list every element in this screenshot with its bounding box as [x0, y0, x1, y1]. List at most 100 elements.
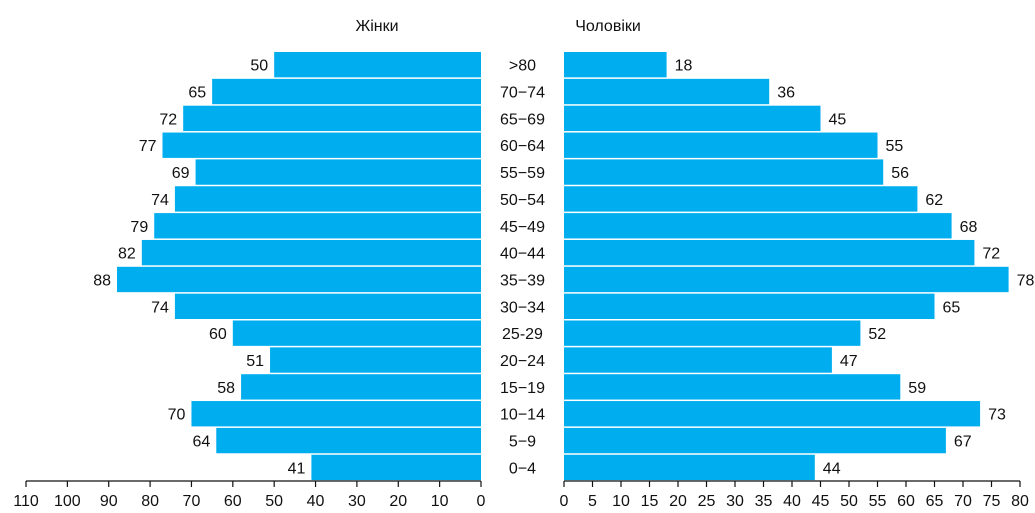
age-group-labels: >80 70−74 65−69 60−64 55−59 50−54 45−49 40−44 35… [500, 58, 545, 478]
age-group-label-0: >80 [509, 58, 536, 75]
value-label-female-6: 79 [130, 219, 148, 236]
bar-female-15 [311, 454, 481, 481]
female-tick-label-5: 60 [224, 493, 242, 510]
male-tick-label-5: 25 [698, 493, 716, 510]
male-tick-label-6: 30 [726, 493, 744, 510]
value-label-female-11: 51 [246, 353, 264, 370]
bar-male-0 [564, 52, 667, 78]
value-label-female-14: 64 [192, 434, 210, 451]
age-group-label-13: 10−14 [500, 407, 545, 424]
female-tick-label-0: 110 [13, 493, 39, 510]
female-tick-label-7: 40 [307, 493, 325, 510]
female-tick-label-6: 50 [265, 493, 283, 510]
age-group-label-4: 55−59 [500, 165, 545, 182]
age-group-label-12: 15−19 [500, 380, 545, 397]
bar-male-15 [564, 454, 815, 481]
age-group-label-10: 25-29 [502, 326, 543, 343]
bar-female-3 [162, 132, 481, 158]
bar-male-9 [564, 293, 935, 319]
age-group-label-15: 0−4 [509, 460, 536, 477]
value-label-male-11: 47 [840, 353, 858, 370]
bar-male-5 [564, 186, 918, 212]
bar-female-7 [141, 239, 481, 266]
female-tick-label-9: 20 [389, 493, 407, 510]
male-tick-label-10: 50 [840, 493, 858, 510]
male-tick-label-15: 75 [983, 493, 1001, 510]
female-tick-label-3: 80 [141, 493, 159, 510]
male-tick-label-14: 70 [954, 493, 972, 510]
value-label-male-1: 36 [777, 85, 795, 102]
bar-male-6 [564, 213, 952, 239]
bar-male-10 [564, 320, 861, 346]
value-label-female-1: 65 [188, 85, 206, 102]
value-label-male-5: 62 [925, 192, 943, 209]
male-tick-label-16: 80 [1011, 493, 1029, 510]
bar-female-6 [154, 213, 481, 239]
value-label-female-3: 77 [139, 138, 157, 155]
value-label-female-12: 58 [217, 380, 235, 397]
male-tick-label-0: 0 [560, 493, 569, 510]
bar-male-8 [564, 266, 1009, 293]
male-tick-label-4: 20 [669, 493, 687, 510]
value-label-female-10: 60 [209, 326, 227, 343]
bar-male-2 [564, 105, 821, 132]
value-label-female-5: 74 [151, 192, 169, 209]
female-tick-label-4: 70 [183, 493, 201, 510]
male-tick-label-7: 35 [755, 493, 773, 510]
male-tick-label-3: 15 [641, 493, 659, 510]
bar-male-14 [564, 427, 946, 454]
value-label-male-3: 55 [886, 138, 904, 155]
bar-female-14 [216, 427, 482, 454]
value-label-female-13: 70 [168, 407, 186, 424]
bar-female-5 [174, 186, 481, 212]
value-label-female-8: 88 [93, 272, 111, 289]
age-group-label-11: 20−24 [500, 353, 545, 370]
male-title: Чоловіки [575, 18, 641, 35]
female-tick-label-8: 30 [348, 493, 366, 510]
bar-female-8 [117, 266, 481, 293]
value-label-female-4: 69 [172, 165, 190, 182]
female-tick-label-1: 100 [54, 493, 81, 510]
male-tick-label-11: 55 [869, 493, 887, 510]
male-tick-label-2: 10 [612, 493, 630, 510]
value-label-male-14: 67 [954, 434, 972, 451]
value-label-male-6: 68 [960, 219, 978, 236]
male-tick-label-9: 45 [812, 493, 830, 510]
value-label-male-2: 45 [829, 111, 847, 128]
male-tick-label-1: 5 [588, 493, 597, 510]
value-label-female-7: 82 [118, 246, 136, 263]
value-label-female-15: 41 [288, 460, 306, 477]
female-title: Жінки [355, 18, 398, 35]
value-label-male-15: 44 [823, 460, 841, 477]
age-group-label-7: 40−44 [500, 246, 545, 263]
value-label-male-8: 78 [1017, 272, 1035, 289]
bar-female-2 [183, 105, 481, 132]
bar-female-13 [191, 401, 482, 427]
bar-female-9 [174, 293, 481, 319]
age-group-label-1: 70−74 [500, 85, 545, 102]
value-label-male-9: 65 [943, 299, 961, 316]
value-label-female-0: 50 [250, 58, 268, 75]
male-x-axis: 0 5 10 15 20 25 30 35 40 45 50 55 60 65 70 75 80 [560, 480, 1029, 510]
female-tick-label-10: 10 [431, 493, 449, 510]
bar-female-10 [232, 320, 481, 346]
value-label-male-0: 18 [675, 58, 693, 75]
bar-male-12 [564, 374, 901, 400]
bar-male-11 [564, 347, 832, 373]
bar-female-12 [241, 374, 481, 400]
value-label-male-4: 56 [891, 165, 909, 182]
value-label-female-9: 74 [151, 299, 169, 316]
age-group-label-5: 50−54 [500, 192, 545, 209]
value-label-male-7: 72 [982, 246, 1000, 263]
value-label-male-12: 59 [908, 380, 926, 397]
bar-female-0 [274, 52, 481, 78]
bar-female-4 [195, 159, 481, 185]
value-label-male-10: 52 [868, 326, 886, 343]
bar-female-1 [212, 78, 482, 105]
bar-male-4 [564, 159, 884, 185]
age-group-label-6: 45−49 [500, 219, 545, 236]
age-group-label-8: 35−39 [500, 272, 545, 289]
value-label-male-13: 73 [988, 407, 1006, 424]
